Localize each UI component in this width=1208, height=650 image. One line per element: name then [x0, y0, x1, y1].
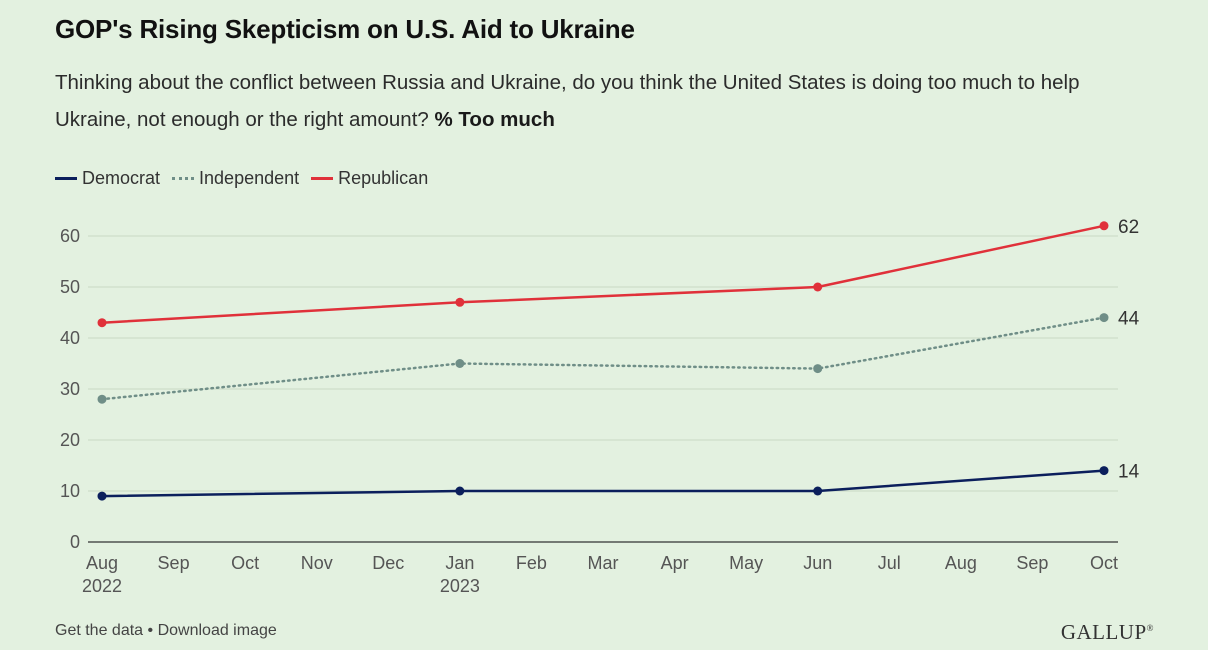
data-point-democrat	[813, 486, 823, 496]
line-chart: 0 10 20 30 40 50 60 Aug 2022 Sep Oct Nov Dec Jan 2023 F…	[60, 217, 1140, 596]
y-tick-label: 30	[60, 379, 80, 399]
chart-title: GOP's Rising Skepticism on U.S. Aid to U…	[55, 14, 635, 44]
y-tick-label: 0	[70, 532, 80, 552]
x-tick-label: Sep	[1016, 553, 1048, 573]
legend-label-independent: Independent	[199, 168, 300, 188]
x-tick-label: Aug	[945, 553, 977, 573]
x-tick-label: Mar	[588, 553, 619, 573]
x-tick-label: Nov	[301, 553, 333, 573]
legend-item-republican: Republican	[311, 168, 428, 189]
x-tick-label: Oct	[1090, 553, 1118, 573]
data-point-independent	[813, 364, 823, 374]
x-tick-label: May	[729, 553, 763, 573]
brand-mark: ®	[1146, 623, 1154, 633]
x-tick-label: Dec	[372, 553, 404, 573]
data-point-independent	[1099, 313, 1109, 323]
data-point-republican	[97, 318, 107, 328]
x-tick-label: Jun	[803, 553, 832, 573]
x-tick-year-label: 2023	[440, 576, 480, 596]
x-tick-label: Apr	[661, 553, 689, 573]
legend-item-independent: Independent	[172, 168, 299, 189]
data-point-republican	[455, 297, 465, 307]
data-point-independent	[455, 359, 465, 368]
data-point-independent	[97, 394, 107, 404]
data-point-republican	[1099, 221, 1109, 231]
legend: Democrat Independent Republican	[55, 168, 440, 189]
x-tick-label: Aug	[86, 553, 118, 573]
footer-separator: •	[147, 622, 154, 639]
legend-label-democrat: Democrat	[82, 168, 161, 188]
data-point-democrat	[97, 491, 107, 501]
y-tick-label: 50	[60, 277, 80, 297]
legend-label-republican: Republican	[338, 168, 429, 188]
x-tick-label: Feb	[516, 553, 547, 573]
legend-swatch-independent	[172, 177, 195, 180]
x-tick-label: Sep	[158, 553, 190, 573]
data-point-democrat	[1099, 466, 1109, 476]
end-label-republican: 62	[1118, 217, 1139, 238]
brand-name: GALLUP	[1060, 620, 1147, 644]
legend-item-democrat: Democrat	[55, 168, 160, 189]
data-point-democrat	[455, 486, 465, 496]
y-tick-label: 60	[60, 226, 80, 246]
data-point-republican	[813, 282, 823, 292]
series-line-republican	[100, 224, 1106, 324]
y-tick-label: 10	[60, 481, 80, 501]
y-tick-label: 20	[60, 430, 80, 450]
footer-links: Get the data • Download image	[55, 622, 277, 640]
x-tick-year-label: 2022	[82, 576, 122, 596]
subtitle-question: Thinking about the conflict between Russ…	[55, 71, 1080, 131]
series-line-independent	[100, 316, 1106, 401]
chart-subtitle: Thinking about the conflict between Russ…	[55, 64, 1155, 138]
x-tick-label: Jul	[878, 553, 901, 573]
get-data-link[interactable]: Get the data	[55, 622, 144, 639]
gallup-logo: GALLUP®	[1061, 620, 1154, 645]
subtitle-emphasis: % Too much	[434, 108, 555, 131]
x-tick-label: Oct	[231, 553, 259, 573]
legend-swatch-democrat	[55, 177, 77, 180]
end-label-democrat: 14	[1118, 462, 1140, 483]
legend-swatch-republican	[311, 177, 334, 180]
x-tick-label: Jan	[445, 553, 474, 573]
end-label-independent: 44	[1118, 309, 1140, 330]
download-image-link[interactable]: Download image	[157, 622, 277, 639]
series-line-democrat	[100, 469, 1106, 498]
y-tick-label: 40	[60, 328, 80, 348]
